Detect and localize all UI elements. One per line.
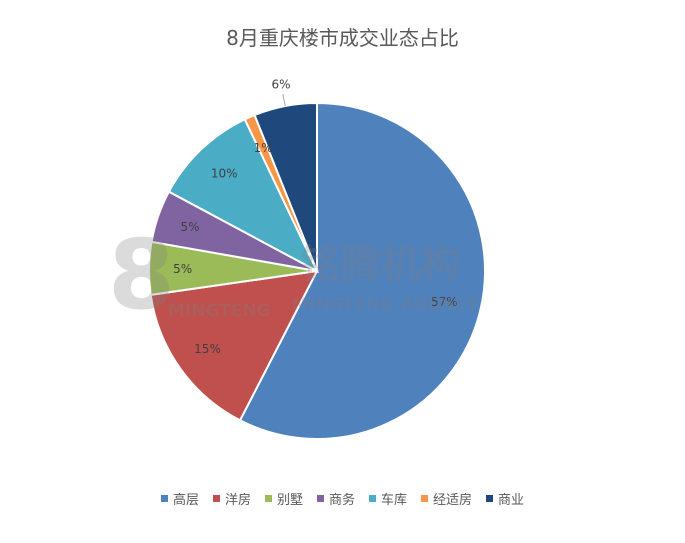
slice-label-5: 10% (211, 167, 238, 181)
legend-swatch (316, 495, 324, 502)
legend-swatch (369, 495, 376, 502)
pie-slice-2 (149, 269, 319, 422)
slice-label-2: 15% (194, 342, 221, 356)
legend-label: 洋房 (224, 493, 251, 508)
legend-swatch (486, 495, 494, 502)
legend-label: 商业 (498, 493, 525, 508)
legend-item-4: 商务 (316, 489, 355, 508)
legend-swatch (212, 495, 220, 502)
legend-label: 商务 (328, 493, 355, 508)
watermark-logo-number: 8 (108, 219, 175, 331)
watermark-cn-name: 铭腾机构 (300, 242, 460, 288)
legend-item-6: 经适房 (421, 489, 472, 508)
pie-slice-5 (167, 117, 320, 274)
leader-line-7 (282, 94, 286, 107)
legend-label: 车库 (381, 493, 408, 508)
slice-label-6: 1% (254, 141, 273, 155)
legend-label: 高层 (172, 493, 199, 508)
legend-item-5: 车库 (369, 489, 407, 508)
legend-swatch (421, 495, 429, 502)
slice-label-3: 5% (173, 262, 192, 276)
pie-slice-1 (238, 101, 486, 440)
legend-swatch (160, 495, 168, 502)
legend-label: 经适房 (433, 493, 473, 508)
legend: 高层 洋房 别墅 商务 车库 经适房 商业 (0, 489, 685, 508)
legend-item-1: 高层 (160, 489, 199, 508)
slice-label-4: 5% (180, 220, 199, 234)
legend-item-7: 商业 (486, 489, 524, 508)
legend-item-3: 别墅 (264, 489, 303, 508)
slice-label-7: 6% (272, 77, 291, 91)
watermark-en-left: MINGTENG (168, 301, 271, 321)
slice-label-1: 57% (431, 295, 458, 309)
legend-swatch (264, 495, 272, 502)
watermark-en-right: MINGTENG AGENCY (292, 295, 479, 315)
legend-label: 别墅 (276, 493, 303, 508)
legend-item-2: 洋房 (212, 489, 251, 508)
chart-title: 8月重庆楼市成交业态占比 (226, 26, 459, 50)
watermark: 8 铭腾机构 MINGTENG MINGTENG AGENCY (108, 219, 479, 331)
